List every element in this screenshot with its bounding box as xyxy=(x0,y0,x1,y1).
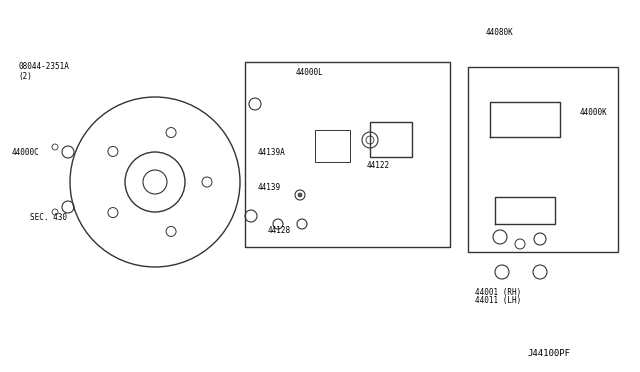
Bar xyxy=(245,62,450,247)
Polygon shape xyxy=(495,197,555,224)
Circle shape xyxy=(298,193,302,197)
Bar xyxy=(315,130,350,162)
Text: 08044-2351A
(2): 08044-2351A (2) xyxy=(18,62,69,81)
Text: 44139: 44139 xyxy=(258,183,281,192)
Text: SEC. 430: SEC. 430 xyxy=(30,212,67,221)
Text: 44139A: 44139A xyxy=(258,148,285,157)
Bar xyxy=(370,122,412,157)
Bar xyxy=(468,67,618,252)
Polygon shape xyxy=(490,102,560,137)
Text: 44001 (RH): 44001 (RH) xyxy=(475,288,521,296)
Text: 44122: 44122 xyxy=(367,160,390,170)
Text: 44000K: 44000K xyxy=(580,108,608,116)
Text: 44000L: 44000L xyxy=(296,67,324,77)
Text: J44100PF: J44100PF xyxy=(527,350,570,359)
Text: 44011 (LH): 44011 (LH) xyxy=(475,295,521,305)
Text: 44080K: 44080K xyxy=(486,28,514,36)
Text: 44128: 44128 xyxy=(268,225,291,234)
Text: 44000C: 44000C xyxy=(12,148,40,157)
